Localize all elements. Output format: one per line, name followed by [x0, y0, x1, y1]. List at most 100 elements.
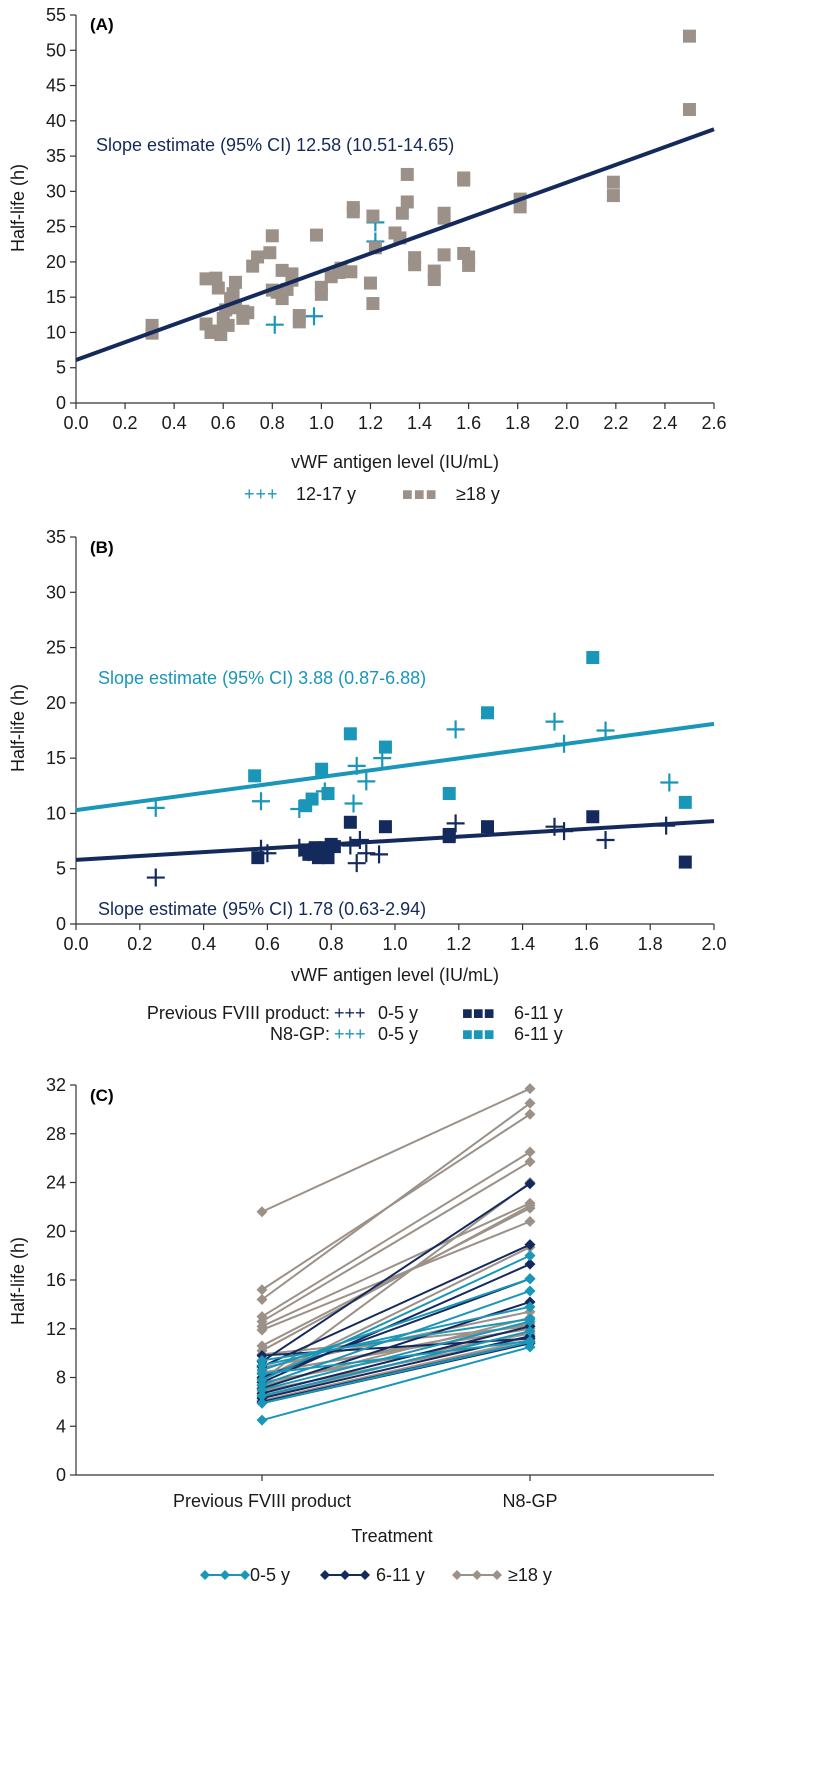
point-18-plus — [292, 315, 306, 329]
panel-c-label: (C) — [90, 1086, 114, 1105]
panel-c-y-tick-label: 8 — [56, 1368, 66, 1388]
panel-a-y-tick-label: 40 — [46, 111, 66, 131]
subject-line-teal — [261, 1318, 531, 1362]
panel-c-marks — [256, 1083, 536, 1426]
legend-glyph-previous-6-11: ■■■ — [462, 1003, 495, 1023]
panel-a-x-tick-label: 1.4 — [407, 413, 432, 433]
legend-marker-navy — [340, 1570, 350, 1580]
panel-c-y-tick-label: 4 — [56, 1416, 66, 1436]
panel-a-x-tick-label: 0.0 — [63, 413, 88, 433]
point-teal-square — [248, 769, 262, 783]
point-18-plus — [251, 250, 265, 264]
panel-a-x-tick-label: 0.4 — [162, 413, 187, 433]
point-18-plus — [229, 275, 242, 289]
point-navy-plus — [357, 844, 376, 863]
point-18-plus — [682, 29, 696, 43]
point-gray-previous — [256, 1324, 268, 1336]
subject-line-teal — [261, 1341, 531, 1405]
point-18-plus — [265, 229, 279, 243]
point-navy-square — [251, 851, 265, 865]
point-18-plus — [226, 287, 240, 301]
subject-line-navy — [261, 1263, 531, 1384]
point-teal-plus — [252, 792, 271, 811]
point-navy-square — [481, 820, 495, 834]
subject-line-gray — [261, 1151, 531, 1318]
panel-a-axes: 0.0 0.2 0.4 0.6 0.8 1.0 1.2 1.4 1.6 1.8 2.0 2.2 2.4 2… — [46, 5, 727, 433]
point-gray-previous — [256, 1294, 268, 1305]
legend-label-previous-6-11: 6-11 y — [514, 1003, 563, 1023]
point-gray-n8gp — [524, 1156, 536, 1168]
panel-b-x-axis-label: vWF antigen level (IU/mL) — [291, 965, 499, 985]
point-teal-plus — [596, 721, 615, 740]
panel-b-y-axis-label: Half-life (h) — [8, 684, 28, 772]
panel-b-x-tick-label: 0.2 — [127, 934, 152, 954]
panel-b-x-tick-label: 0.0 — [63, 934, 88, 954]
panel-a-y-tick-label: 50 — [46, 40, 66, 60]
point-teal-square — [678, 795, 692, 809]
panel-a-y-tick-label: 55 — [46, 5, 66, 25]
point-navy-plus — [596, 830, 615, 849]
legend-label-0-5: 0-5 y — [250, 1565, 290, 1585]
point-teal-plus — [660, 773, 679, 792]
point-gray-n8gp — [524, 1083, 536, 1095]
point-18-plus — [606, 175, 620, 189]
point-18-plus — [309, 228, 323, 242]
point-teal-n8gp — [524, 1301, 536, 1313]
panel-b-legend: Previous FVIII product: +++ 0-5 y ■■■ 6-… — [147, 1003, 563, 1044]
panel-b-y-tick-label: 15 — [46, 748, 66, 768]
point-navy-n8gp — [524, 1239, 536, 1251]
point-navy-square — [586, 810, 600, 824]
subject-line-teal — [261, 1346, 531, 1422]
point-18-plus — [395, 206, 409, 220]
panel-a-x-tick-label: 2.0 — [554, 413, 579, 433]
point-navy-square — [678, 855, 692, 869]
point-navy-plus — [350, 830, 369, 849]
point-12-17 — [265, 315, 284, 334]
point-18-plus — [457, 171, 471, 185]
point-18-plus — [437, 206, 451, 220]
panel-c-y-tick-label: 24 — [46, 1173, 66, 1193]
panel-a-label: (A) — [90, 15, 114, 34]
point-18-plus — [241, 306, 255, 320]
point-18-plus — [400, 167, 414, 181]
point-18-plus — [400, 195, 414, 209]
panel-a-y-tick-label: 35 — [46, 146, 66, 166]
subject-line-gray — [261, 1102, 531, 1301]
subject-line-navy — [261, 1243, 531, 1368]
subject-line-gray — [261, 1246, 531, 1380]
panel-a-x-tick-label: 2.4 — [652, 413, 677, 433]
point-teal-plus — [344, 794, 363, 813]
panel-b-y-tick-label: 35 — [46, 527, 66, 547]
point-teal-n8gp — [524, 1250, 536, 1262]
legend-prefix-n8gp: N8-GP: — [270, 1024, 330, 1044]
subject-line-navy — [261, 1277, 531, 1379]
legend-marker-navy — [360, 1570, 370, 1580]
panel-a-x-tick-label: 0.8 — [260, 413, 285, 433]
point-teal-n8gp — [524, 1273, 536, 1285]
panel-a-legend: +++ 12-17 y ■■■ ≥18 y — [244, 484, 500, 504]
legend-marker-gray — [492, 1570, 502, 1580]
panel-b-x-tick-label: 0.8 — [319, 934, 344, 954]
point-navy-square — [378, 820, 392, 834]
subject-line-gray — [261, 1087, 531, 1213]
panel-b-y-tick-label: 20 — [46, 693, 66, 713]
panel-c-y-axis-label: Half-life (h) — [8, 1237, 28, 1325]
point-18-plus — [221, 318, 235, 332]
panel-a-y-tick-label: 15 — [46, 287, 66, 307]
subject-line-gray — [261, 1160, 531, 1323]
point-gray-n8gp — [524, 1146, 536, 1158]
panel-c-y-tick-label: 12 — [46, 1319, 66, 1339]
point-teal-previous — [256, 1374, 268, 1386]
point-teal-n8gp — [524, 1325, 536, 1337]
panel-b-x-tick-label: 1.4 — [510, 934, 535, 954]
panel-b-slope-annotation-previous: Slope estimate (95% CI) 1.78 (0.63-2.94) — [98, 899, 426, 919]
point-teal-square — [305, 792, 319, 806]
panel-c-category-n8gp: N8-GP — [502, 1491, 557, 1511]
point-navy-n8gp — [524, 1258, 536, 1270]
panel-a-y-tick-label: 5 — [56, 358, 66, 378]
point-18-plus — [199, 317, 213, 331]
panel-a-y-tick-label: 45 — [46, 76, 66, 96]
panel-a-x-tick-label: 1.0 — [309, 413, 334, 433]
subject-line-gray — [261, 1327, 531, 1374]
subject-line-teal — [261, 1330, 531, 1397]
